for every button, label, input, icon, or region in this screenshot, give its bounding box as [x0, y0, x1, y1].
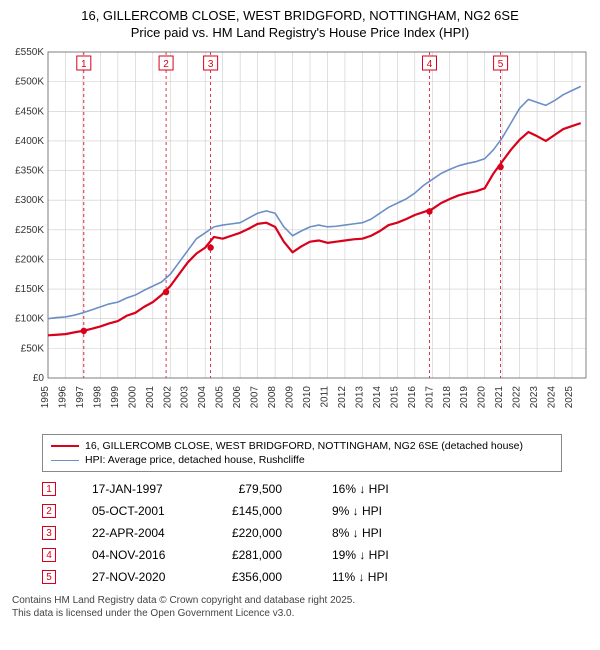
legend-row: 16, GILLERCOMB CLOSE, WEST BRIDGFORD, NO… — [51, 439, 553, 453]
svg-text:2004: 2004 — [197, 386, 208, 409]
chart-title-line1: 16, GILLERCOMB CLOSE, WEST BRIDGFORD, NO… — [6, 8, 594, 23]
svg-text:2014: 2014 — [372, 386, 383, 409]
svg-text:2023: 2023 — [529, 386, 540, 409]
chart-area: £0 £50K £100K £150K £200K £250K £300K £350K £400… — [6, 46, 594, 426]
svg-text:2010: 2010 — [302, 386, 313, 409]
svg-text:£350K: £350K — [15, 166, 44, 177]
svg-text:1997: 1997 — [75, 386, 86, 409]
footer-line: This data is licensed under the Open Gov… — [12, 607, 588, 620]
sale-date: 17-JAN-1997 — [92, 482, 222, 496]
sale-price: £220,000 — [222, 526, 332, 540]
svg-text:2000: 2000 — [127, 386, 138, 409]
sale-marker-icon: 5 — [42, 570, 56, 584]
table-row: 3 22-APR-2004 £220,000 8% ↓ HPI — [42, 522, 590, 544]
svg-text:£250K: £250K — [15, 225, 44, 236]
svg-text:1: 1 — [81, 59, 87, 70]
legend-swatch-hpi — [51, 460, 79, 461]
sale-pct: 11% ↓ HPI — [332, 570, 432, 584]
sale-marker-icon: 3 — [42, 526, 56, 540]
table-row: 4 04-NOV-2016 £281,000 19% ↓ HPI — [42, 544, 590, 566]
svg-text:1999: 1999 — [110, 386, 121, 409]
svg-text:3: 3 — [208, 59, 214, 70]
sale-pct: 19% ↓ HPI — [332, 548, 432, 562]
svg-text:2009: 2009 — [285, 386, 296, 409]
svg-text:2003: 2003 — [180, 386, 191, 409]
svg-text:2016: 2016 — [407, 386, 418, 409]
footer-line: Contains HM Land Registry data © Crown c… — [12, 594, 588, 607]
sale-price: £145,000 — [222, 504, 332, 518]
legend: 16, GILLERCOMB CLOSE, WEST BRIDGFORD, NO… — [42, 434, 562, 472]
sale-pct: 8% ↓ HPI — [332, 526, 432, 540]
svg-text:£450K: £450K — [15, 106, 44, 117]
svg-text:2021: 2021 — [494, 386, 505, 409]
svg-text:2018: 2018 — [442, 386, 453, 409]
sales-table: 1 17-JAN-1997 £79,500 16% ↓ HPI 2 05-OCT… — [42, 478, 590, 588]
svg-text:2: 2 — [163, 59, 169, 70]
svg-text:2024: 2024 — [547, 386, 558, 409]
svg-text:£300K: £300K — [15, 195, 44, 206]
svg-text:£50K: £50K — [21, 343, 45, 354]
svg-text:2015: 2015 — [389, 386, 400, 409]
legend-row: HPI: Average price, detached house, Rush… — [51, 453, 553, 467]
legend-label: 16, GILLERCOMB CLOSE, WEST BRIDGFORD, NO… — [85, 440, 523, 452]
svg-text:2002: 2002 — [162, 386, 173, 409]
sale-marker-icon: 4 — [42, 548, 56, 562]
svg-text:£500K: £500K — [15, 77, 44, 88]
svg-text:2013: 2013 — [354, 386, 365, 409]
table-row: 5 27-NOV-2020 £356,000 11% ↓ HPI — [42, 566, 590, 588]
svg-text:1996: 1996 — [57, 386, 68, 409]
svg-text:2012: 2012 — [337, 386, 348, 409]
sale-date: 04-NOV-2016 — [92, 548, 222, 562]
sale-date: 27-NOV-2020 — [92, 570, 222, 584]
sale-pct: 16% ↓ HPI — [332, 482, 432, 496]
svg-text:2025: 2025 — [564, 386, 575, 409]
sale-date: 05-OCT-2001 — [92, 504, 222, 518]
svg-text:£0: £0 — [33, 373, 45, 384]
svg-text:£550K: £550K — [15, 47, 44, 58]
svg-text:4: 4 — [427, 59, 433, 70]
sale-date: 22-APR-2004 — [92, 526, 222, 540]
footer-attribution: Contains HM Land Registry data © Crown c… — [12, 594, 588, 620]
sale-price: £281,000 — [222, 548, 332, 562]
sale-price: £79,500 — [222, 482, 332, 496]
sale-marker-icon: 1 — [42, 482, 56, 496]
svg-text:5: 5 — [498, 59, 504, 70]
svg-text:2001: 2001 — [145, 386, 156, 409]
svg-text:1998: 1998 — [92, 386, 103, 409]
legend-label: HPI: Average price, detached house, Rush… — [85, 454, 305, 466]
svg-text:£100K: £100K — [15, 314, 44, 325]
table-row: 2 05-OCT-2001 £145,000 9% ↓ HPI — [42, 500, 590, 522]
svg-text:£150K: £150K — [15, 284, 44, 295]
legend-swatch-property — [51, 445, 79, 447]
table-row: 1 17-JAN-1997 £79,500 16% ↓ HPI — [42, 478, 590, 500]
svg-text:2011: 2011 — [319, 386, 330, 408]
svg-text:£200K: £200K — [15, 254, 44, 265]
sale-pct: 9% ↓ HPI — [332, 504, 432, 518]
sale-marker-icon: 2 — [42, 504, 56, 518]
svg-text:2019: 2019 — [459, 386, 470, 409]
svg-text:2022: 2022 — [512, 386, 523, 409]
sale-price: £356,000 — [222, 570, 332, 584]
svg-text:£400K: £400K — [15, 136, 44, 147]
svg-text:2020: 2020 — [477, 386, 488, 409]
line-chart-svg: £0 £50K £100K £150K £200K £250K £300K £350K £400… — [6, 46, 594, 426]
svg-text:2006: 2006 — [232, 386, 243, 409]
svg-text:1995: 1995 — [40, 386, 51, 409]
chart-title-line2: Price paid vs. HM Land Registry's House … — [6, 25, 594, 40]
svg-text:2017: 2017 — [424, 386, 435, 409]
svg-text:2008: 2008 — [267, 386, 278, 409]
svg-text:2007: 2007 — [250, 386, 261, 409]
chart-container: 16, GILLERCOMB CLOSE, WEST BRIDGFORD, NO… — [0, 0, 600, 628]
svg-text:2005: 2005 — [215, 386, 226, 409]
